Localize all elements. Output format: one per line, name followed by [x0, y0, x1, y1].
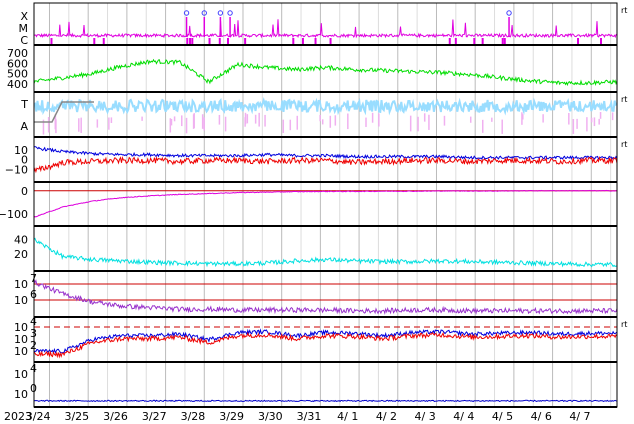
imf-bt-series	[33, 146, 618, 161]
y-tick-label: 40	[14, 234, 28, 247]
grid-layer	[48, 3, 612, 407]
y-tick-label: X	[20, 10, 28, 23]
wind-speed-series	[33, 58, 618, 87]
proton-flux-high-series	[33, 328, 618, 355]
y-tick-label: 600	[7, 57, 28, 70]
x-tick-label: 3/30	[258, 410, 283, 423]
flare-marker	[227, 10, 233, 16]
series-layer	[33, 10, 618, 403]
y-tick-label: T	[20, 98, 28, 111]
flare-marker	[217, 10, 224, 16]
right-label: rt	[621, 140, 627, 149]
y-tick-label: 10	[14, 321, 28, 334]
y-tick-exponent: 4	[30, 315, 37, 328]
x-tick-label: 4/ 3	[415, 410, 436, 423]
y-tick-label: 10	[14, 388, 28, 401]
label-layer: 2023 3/24 3/25 3/26 3/27 3/28 3/29 3/30 3/31 4/ …	[0, 6, 627, 423]
panel-frame	[33, 225, 618, 272]
x-tick-label: 3/26	[103, 410, 128, 423]
y-tick-label: 400	[7, 78, 28, 91]
x-tick-label: 4/ 2	[376, 410, 397, 423]
right-label: rt	[621, 320, 627, 329]
panel-frame	[33, 181, 618, 227]
right-label: rt	[621, 6, 627, 15]
y-tick-label: 10	[14, 278, 28, 291]
x-tick-label: 4/ 6	[531, 410, 552, 423]
y-tick-label: 10	[14, 345, 28, 358]
y-tick-label: 700	[7, 47, 28, 60]
imf-bz-series	[33, 155, 618, 174]
y-tick-label: C	[20, 34, 28, 47]
x-tick-label: 3/29	[219, 410, 244, 423]
y-tick-exponent: 2	[30, 339, 37, 352]
y-tick-exponent: 4	[30, 362, 37, 375]
x-tick-label: 4/ 1	[337, 410, 358, 423]
proton-flux-low-series	[33, 331, 618, 359]
y-tick-label: 500	[7, 68, 28, 81]
panel-frame	[33, 361, 618, 408]
flare-marker	[183, 10, 190, 16]
y-tick-label: 0	[21, 185, 28, 198]
panel-frame	[33, 91, 618, 138]
y-tick-exponent: 7	[30, 272, 37, 285]
y-tick-label: M	[19, 22, 29, 35]
y-tick-label: −100	[0, 208, 28, 221]
kp-series	[33, 237, 618, 268]
dst-series	[33, 189, 618, 218]
x-tick-label: 3/25	[64, 410, 89, 423]
y-tick-label: 10	[14, 144, 28, 157]
y-tick-label: 10	[14, 294, 28, 307]
x-tick-label: 3/27	[142, 410, 167, 423]
imf-toward-series	[33, 97, 618, 116]
y-tick-label: 10	[14, 368, 28, 381]
xray-series	[33, 19, 618, 39]
right-label: rt	[621, 95, 627, 104]
flare-marker	[201, 10, 207, 16]
y-tick-label: 0	[21, 154, 28, 167]
x-tick-label: 4/ 4	[453, 410, 474, 423]
panel-frame	[33, 2, 618, 46]
panel-frame	[33, 44, 618, 93]
y-tick-exponent: 3	[30, 327, 37, 340]
x-tick-label: 3/31	[297, 410, 322, 423]
x-tick-label: 3/24	[26, 410, 51, 423]
y-tick-exponent: 6	[30, 288, 37, 301]
imf-sector-step	[34, 101, 94, 123]
y-tick-label: A	[20, 120, 28, 133]
y-tick-label: 10	[14, 333, 28, 346]
y-tick-label: 20	[14, 248, 28, 261]
x-tick-label: 4/ 5	[492, 410, 513, 423]
flare-marker	[506, 10, 512, 16]
frame-layer	[33, 2, 618, 408]
year-label: 2023	[4, 410, 32, 423]
neutron-series	[33, 399, 618, 403]
y-tick-label: −10	[5, 163, 28, 176]
electron-flux-series	[33, 279, 618, 315]
x-tick-label: 4/ 7	[569, 410, 590, 423]
x-tick-label: 3/28	[181, 410, 206, 423]
y-tick-exponent: 0	[30, 382, 37, 395]
